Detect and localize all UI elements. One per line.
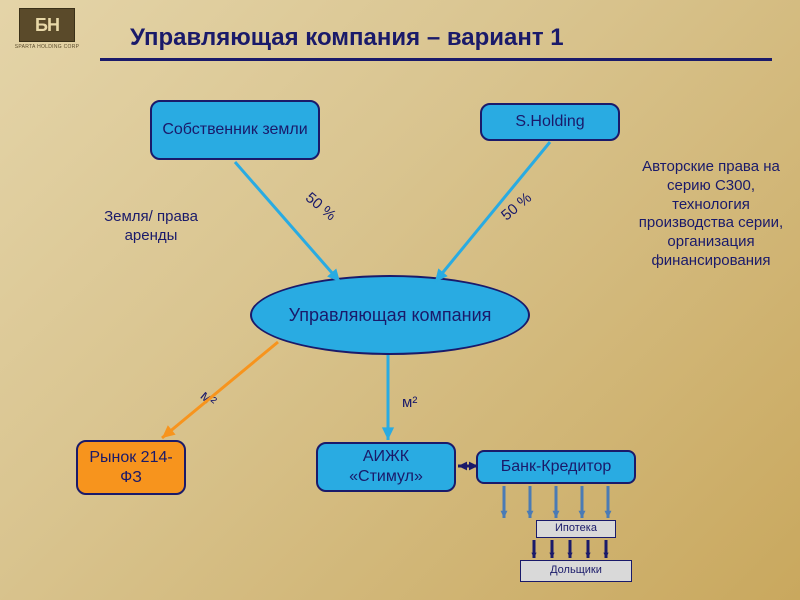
node-bank-label: Банк-Кредитор xyxy=(501,457,612,477)
node-owner: Собственник земли xyxy=(150,100,320,160)
node-owner-label: Собственник земли xyxy=(162,120,307,140)
label-rights-desc: Авторские права на серию С300, технологи… xyxy=(636,158,786,271)
logo-mark: БН xyxy=(19,8,75,42)
node-investors: Дольщики xyxy=(520,560,632,582)
label-land-rights: Земля/ права аренды xyxy=(96,208,206,246)
title-underline xyxy=(100,58,772,61)
node-mortgage-label: Ипотека xyxy=(555,522,597,536)
node-market: Рынок 214-ФЗ xyxy=(76,440,186,495)
node-aizhk-label: АИЖК «Стимул» xyxy=(328,447,444,487)
logo-subtitle: SPARTA HOLDING CORP xyxy=(15,44,80,50)
node-mgmt-label: Управляющая компания xyxy=(289,305,492,326)
node-bank: Банк-Кредитор xyxy=(476,450,636,484)
node-investors-label: Дольщики xyxy=(550,564,602,578)
node-aizhk: АИЖК «Стимул» xyxy=(316,442,456,492)
node-mortgage: Ипотека xyxy=(536,520,616,538)
label-m2-down: м² xyxy=(402,394,417,413)
node-holding: S.Holding xyxy=(480,103,620,141)
logo: БН SPARTA HOLDING CORP xyxy=(12,8,82,50)
node-holding-label: S.Holding xyxy=(515,112,584,132)
node-mgmt: Управляющая компания xyxy=(250,275,530,355)
node-market-label: Рынок 214-ФЗ xyxy=(88,448,174,488)
page-title: Управляющая компания – вариант 1 xyxy=(130,24,760,58)
